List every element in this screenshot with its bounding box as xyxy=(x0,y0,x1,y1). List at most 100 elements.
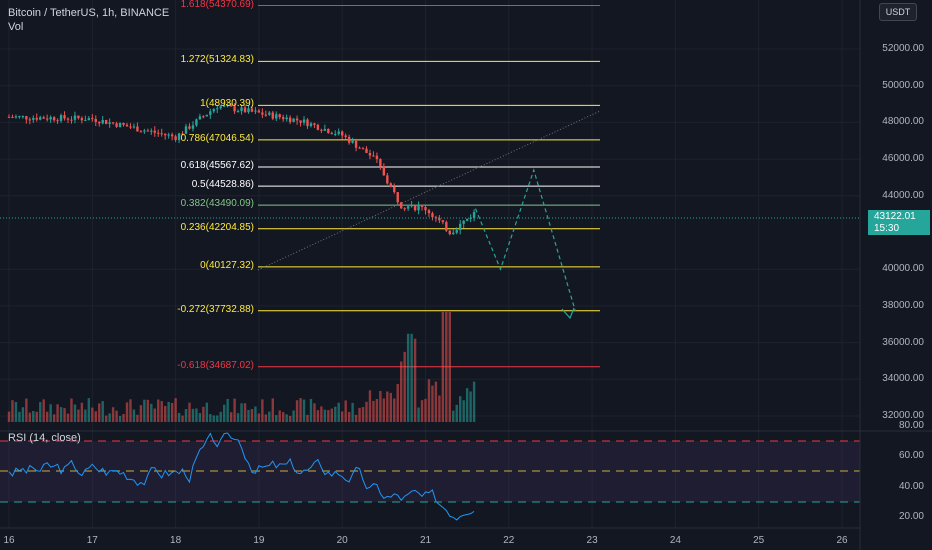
volume-bar xyxy=(465,388,469,422)
volume-bar xyxy=(382,398,386,422)
volume-bars xyxy=(7,312,476,422)
volume-bar xyxy=(157,399,160,422)
volume-bar xyxy=(87,398,91,422)
price-axis-label: 34000.00 xyxy=(882,373,924,385)
candle-body xyxy=(132,126,136,128)
fib-level-label: 0(40127.32) xyxy=(200,259,254,271)
fib-trend-line[interactable] xyxy=(257,110,601,271)
candle-body xyxy=(143,130,146,132)
candle-body xyxy=(452,232,455,235)
candle-body xyxy=(42,117,45,119)
volume-bar xyxy=(205,402,209,422)
volume-bar xyxy=(129,399,132,422)
volume-bar xyxy=(108,413,111,422)
volume-bar xyxy=(299,398,302,422)
price-axis-label: 40000.00 xyxy=(882,263,924,275)
volume-legend[interactable]: Vol xyxy=(8,21,24,33)
candle-body xyxy=(396,192,399,203)
candle-body xyxy=(157,132,160,134)
candle-body xyxy=(118,122,122,127)
volume-bar xyxy=(445,312,448,422)
volume-bar xyxy=(25,398,28,422)
volume-bar xyxy=(243,403,247,422)
symbol-title[interactable]: Bitcoin / TetherUS, 1h, BINANCE xyxy=(8,7,170,19)
volume-bar xyxy=(240,403,243,422)
volume-bar xyxy=(21,407,25,422)
rsi-legend[interactable]: RSI (14, close) xyxy=(8,432,81,444)
volume-bar xyxy=(150,403,153,422)
candle-body xyxy=(170,134,174,137)
fib-level-label: 1.272(51324.83) xyxy=(180,54,254,66)
volume-bar xyxy=(406,333,410,422)
candle-body xyxy=(441,220,445,223)
candle-body xyxy=(254,110,257,112)
volume-bar xyxy=(198,413,202,422)
volume-bar xyxy=(341,411,344,422)
candle-body xyxy=(181,133,184,135)
volume-bar xyxy=(375,398,379,422)
volume-bar xyxy=(28,412,32,422)
candle-body xyxy=(129,126,132,128)
volume-bar xyxy=(358,407,361,422)
volume-bar xyxy=(216,415,219,422)
candle-body xyxy=(365,148,368,154)
rsi-axis-label: 20.00 xyxy=(898,511,924,523)
volume-bar xyxy=(403,351,406,422)
volume-bar xyxy=(101,401,104,422)
fib-level-label: -0.272(37732.88) xyxy=(177,303,254,315)
fib-level-label: 0.5(44528.86) xyxy=(191,179,254,191)
volume-bar xyxy=(347,411,351,422)
candle-body xyxy=(11,116,14,118)
volume-bar xyxy=(42,399,45,422)
volume-bar xyxy=(212,415,215,422)
volume-bar xyxy=(427,379,431,422)
candle-body xyxy=(281,117,285,120)
candle-body xyxy=(139,131,143,133)
candle-body xyxy=(188,126,191,129)
volume-bar xyxy=(233,398,236,422)
candle-body xyxy=(59,115,63,121)
candle-body xyxy=(236,110,240,112)
volume-bar xyxy=(18,411,21,422)
volume-bar xyxy=(188,402,191,422)
volume-bar xyxy=(136,414,139,422)
volume-bar xyxy=(222,404,226,422)
fib-level-label: 0.786(47046.54) xyxy=(180,132,254,144)
candle-body xyxy=(191,125,195,129)
volume-bar xyxy=(229,412,233,422)
candle-body xyxy=(222,105,226,107)
volume-bar xyxy=(275,415,278,422)
candle-body xyxy=(462,220,465,224)
volume-bar xyxy=(160,401,163,422)
currency-button[interactable]: USDT xyxy=(879,3,917,21)
volume-bar xyxy=(153,408,156,422)
volume-bar xyxy=(361,407,365,422)
projection-path[interactable] xyxy=(474,168,577,312)
candle-body xyxy=(146,130,150,132)
candle-body xyxy=(7,116,11,118)
volume-bar xyxy=(462,400,465,422)
volume-bar xyxy=(420,400,424,422)
volume-bar xyxy=(295,400,299,422)
volume-bar xyxy=(174,398,177,422)
candle-body xyxy=(455,229,458,233)
price-axis-label: 50000.00 xyxy=(882,79,924,91)
candle-body xyxy=(70,119,73,121)
candle-body xyxy=(341,131,344,136)
volume-bar xyxy=(434,381,438,422)
candle-body xyxy=(104,119,108,124)
volume-bar xyxy=(59,407,63,422)
candle-body xyxy=(240,107,243,111)
fibonacci-retracement[interactable] xyxy=(258,4,600,368)
volume-bar xyxy=(80,402,84,422)
candle-body xyxy=(35,117,38,120)
candle-body xyxy=(413,205,417,211)
candle-body xyxy=(198,116,202,120)
volume-bar xyxy=(104,415,108,422)
candle-body xyxy=(202,116,205,118)
candle-body xyxy=(247,108,250,113)
candle-body xyxy=(285,117,288,120)
candle-body xyxy=(257,110,261,113)
volume-bar xyxy=(455,404,458,422)
